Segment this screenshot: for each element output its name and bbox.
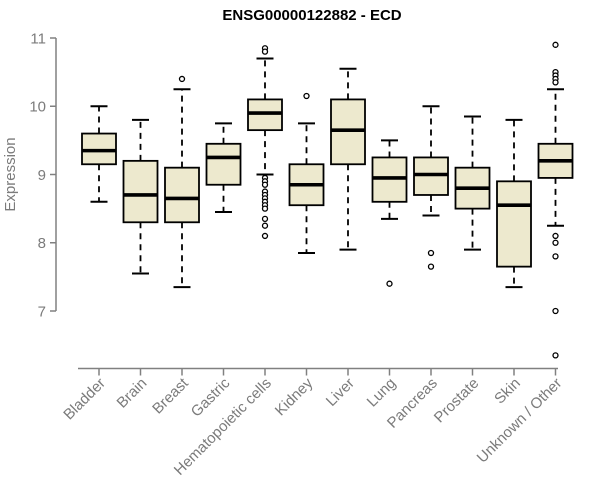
- boxplot-breast: [164, 75, 200, 289]
- outlier-point: [552, 239, 559, 246]
- boxplot-brain: [122, 118, 159, 275]
- x-category-label: Bladder: [60, 375, 109, 424]
- x-category-label: Skin: [491, 375, 524, 408]
- iqr-box: [205, 142, 242, 186]
- boxplot-hematopoietic-cells: [247, 45, 283, 240]
- outlier-point: [178, 75, 186, 83]
- outlier-point: [552, 352, 559, 359]
- outlier-point: [552, 307, 559, 315]
- iqr-box: [496, 180, 532, 268]
- outlier-point: [386, 280, 393, 287]
- chart-title: ENSG00000122882 - ECD: [222, 7, 401, 24]
- y-tick-label: 11: [30, 30, 46, 47]
- outlier-point: [261, 48, 269, 55]
- outlier-point: [261, 181, 269, 188]
- y-tick-label: 7: [38, 303, 46, 320]
- boxplot-kidney: [288, 92, 325, 254]
- boxplot-liver: [330, 67, 366, 251]
- iqr-box: [122, 159, 159, 224]
- y-axis-label: Expression: [2, 137, 19, 211]
- x-category-label: Kidney: [272, 374, 317, 419]
- outlier-point: [303, 92, 310, 100]
- outlier-point: [261, 215, 269, 223]
- boxplot-skin: [496, 118, 532, 289]
- outlier-point: [552, 232, 559, 240]
- outlier-point: [552, 41, 559, 48]
- outlier-point: [261, 205, 269, 212]
- y-tick-label: 9: [38, 167, 46, 184]
- outlier-point: [427, 249, 435, 257]
- x-category-label: Brain: [114, 375, 151, 412]
- x-category-label: Lung: [364, 375, 400, 411]
- boxplot-bladder: [81, 105, 117, 203]
- boxplot-pancreas: [413, 105, 449, 270]
- boxplot-gastric: [205, 122, 242, 214]
- outlier-point: [552, 79, 559, 86]
- outlier-point: [261, 232, 269, 240]
- x-category-label: Breast: [149, 374, 192, 417]
- y-tick-label: 8: [38, 235, 46, 252]
- boxplot-prostate: [454, 115, 491, 251]
- outlier-point: [261, 222, 269, 229]
- y-tick-label: 10: [29, 99, 46, 116]
- boxplot-lung: [371, 139, 408, 287]
- outlier-point: [552, 253, 559, 260]
- x-category-label: Prostate: [431, 375, 483, 427]
- iqr-box: [164, 166, 200, 224]
- outlier-point: [427, 263, 435, 270]
- x-category-label: Liver: [323, 375, 358, 410]
- boxes-group: [81, 41, 574, 359]
- boxplot-unknown-other: [537, 41, 574, 359]
